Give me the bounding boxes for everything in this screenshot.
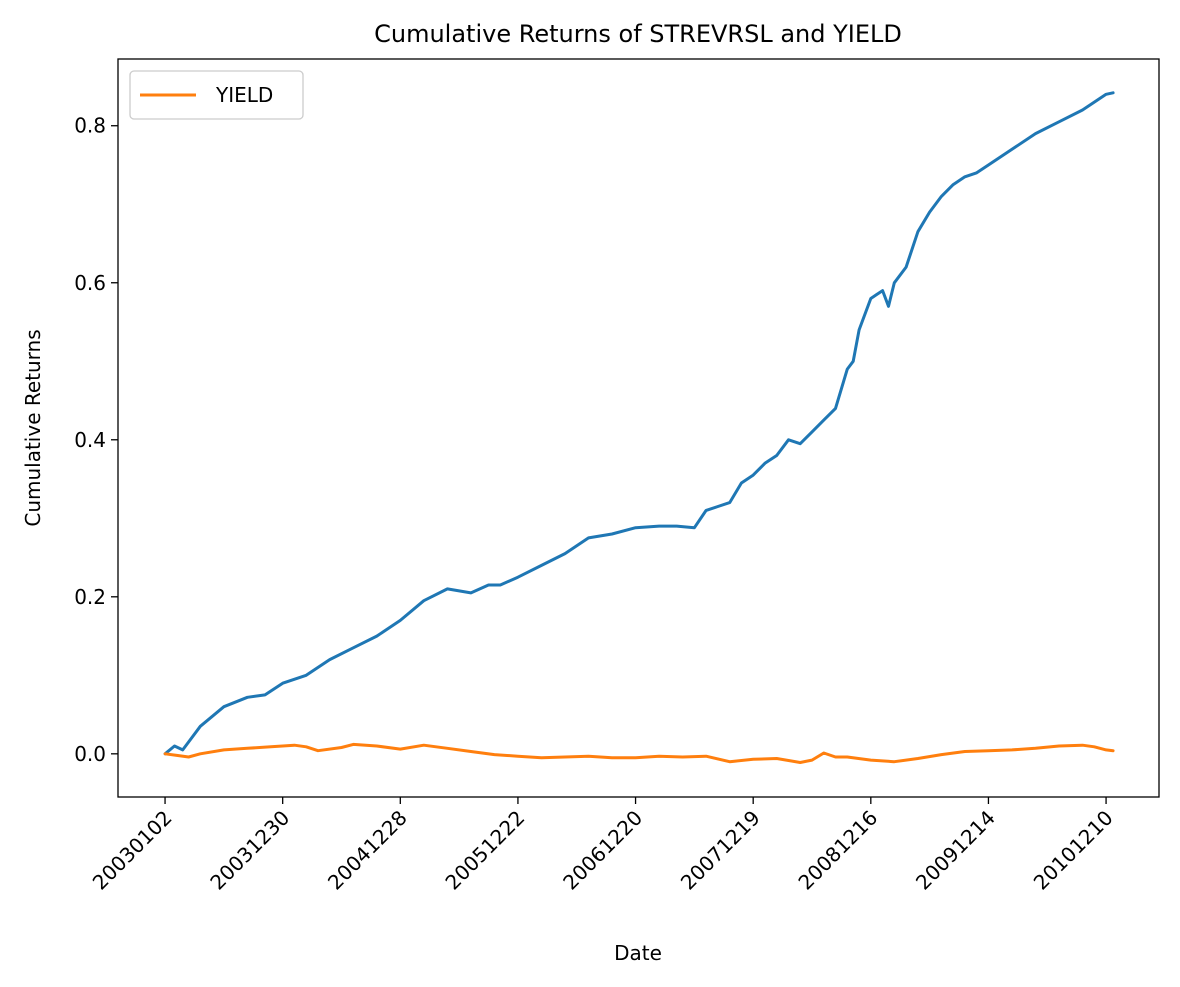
legend-box [129, 70, 304, 120]
y-tick-label: 0.8 [74, 114, 106, 138]
y-axis: 0.0 0.2 0.4 0.6 0.8 [74, 114, 118, 766]
legend: YIELD [129, 70, 304, 120]
y-axis-title: Cumulative Returns [21, 329, 45, 526]
chart-title: Cumulative Returns of STREVRSL and YIELD [374, 20, 902, 48]
legend-label-yield: YIELD [215, 83, 273, 107]
series-layer [163, 91, 1115, 764]
series-line-yield [163, 742, 1115, 764]
y-tick-label: 0.6 [74, 271, 106, 295]
y-tick-label: 0.2 [74, 585, 106, 609]
series-line-strevrsl [163, 91, 1115, 756]
y-tick-label: 0.0 [74, 742, 106, 766]
y-tick-label: 0.4 [74, 428, 106, 452]
x-axis-title: Date [614, 941, 662, 965]
plot-frame [117, 58, 1160, 798]
